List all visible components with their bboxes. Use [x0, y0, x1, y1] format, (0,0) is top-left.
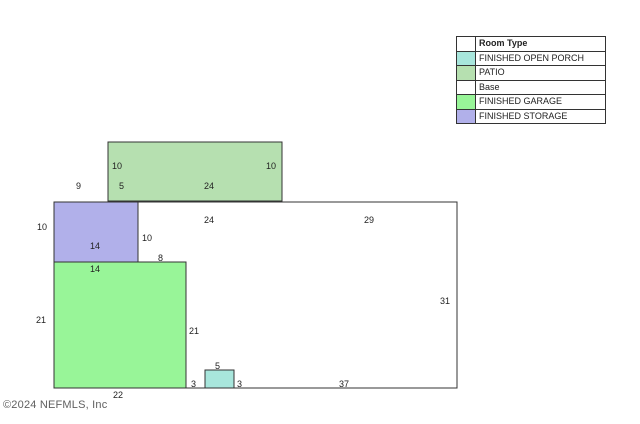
- dim-storage-left: 10: [37, 222, 47, 232]
- legend-item-garage: FINISHED GARAGE: [457, 95, 605, 110]
- legend-item-patio: PATIO: [457, 66, 605, 81]
- open-porch-area: [204, 369, 235, 389]
- dim-garage-right: 21: [189, 326, 199, 336]
- dim-storage-right: 10: [142, 233, 152, 243]
- legend-label-base: Base: [479, 81, 500, 92]
- legend-item-base: Base: [457, 80, 605, 95]
- dim-garage-step: 3: [191, 379, 196, 389]
- dim-base-top: 29: [364, 215, 374, 225]
- dim-base-top-inner: 24: [204, 215, 214, 225]
- legend-swatch-open-porch: [457, 51, 476, 65]
- base-area: [137, 201, 458, 389]
- dim-porch-right: 3: [237, 379, 242, 389]
- legend-header-label: Room Type: [479, 38, 528, 48]
- dim-garage-top: 14: [90, 264, 100, 274]
- dim-patio-left: 10: [112, 161, 122, 171]
- dim-garage-left: 21: [36, 315, 46, 325]
- dim-patio-offset-left: 9: [76, 181, 81, 191]
- legend-swatch-base: [457, 80, 476, 94]
- legend-label-storage: FINISHED STORAGE: [479, 110, 568, 121]
- legend-header: Room Type: [457, 37, 605, 52]
- legend-item-open-porch: FINISHED OPEN PORCH: [457, 51, 605, 66]
- legend-label-garage: FINISHED GARAGE: [479, 96, 563, 106]
- legend-header-swatch: [457, 37, 476, 51]
- copyright-watermark: ©2024 NEFMLS, Inc: [3, 399, 108, 411]
- legend-item-storage: FINISHED STORAGE: [457, 109, 605, 124]
- legend-swatch-garage: [457, 95, 476, 109]
- dim-patio-right: 10: [266, 161, 276, 171]
- dim-patio-width: 24: [204, 181, 214, 191]
- dim-garage-bottom: 22: [113, 390, 123, 400]
- dim-storage-ledge: 8: [158, 253, 163, 263]
- dim-porch-top: 5: [215, 361, 220, 371]
- storage-area: [53, 201, 139, 263]
- dim-patio-offset-base: 5: [119, 181, 124, 191]
- garage-area: [53, 261, 187, 389]
- patio-area: [107, 141, 283, 202]
- legend-label-open-porch: FINISHED OPEN PORCH: [479, 52, 585, 63]
- legend-swatch-storage: [457, 109, 476, 123]
- dim-storage-bottom: 14: [90, 241, 100, 251]
- dim-base-right: 31: [440, 296, 450, 306]
- dim-base-bottom: 37: [339, 379, 349, 389]
- legend-label-patio: PATIO: [479, 67, 505, 77]
- legend-swatch-patio: [457, 66, 476, 80]
- room-type-legend: Room Type FINISHED OPEN PORCH PATIO Base…: [456, 36, 606, 124]
